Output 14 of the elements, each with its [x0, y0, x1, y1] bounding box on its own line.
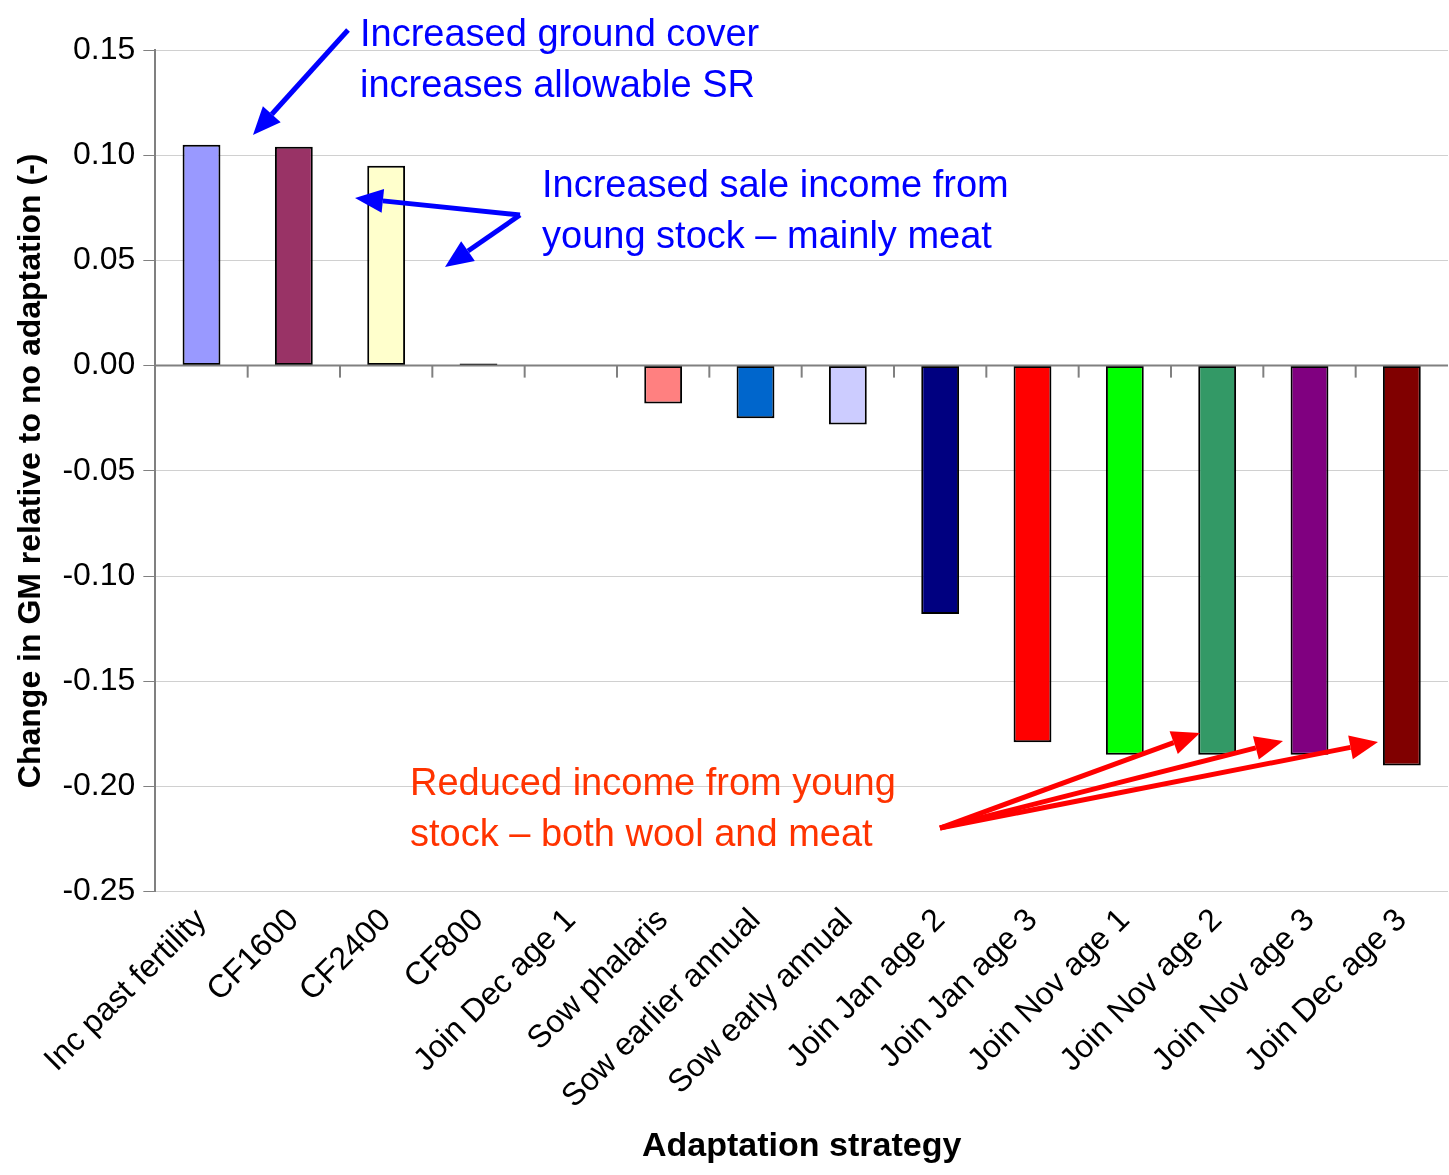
y-axis-title: Change in GM relative to no adaptation (-): [11, 153, 48, 789]
y-tick-label: -0.20: [62, 766, 136, 803]
y-tick-label: -0.05: [62, 450, 136, 487]
y-tick-label: -0.25: [62, 871, 136, 908]
y-tick-label: 0.00: [73, 345, 136, 382]
y-tick-label: 0.10: [73, 135, 136, 172]
x-axis-title: Adaptation strategy: [642, 1124, 962, 1163]
y-tick-label: 0.15: [73, 29, 136, 66]
annotation: Reduced income from young stock – both wool and meat: [410, 761, 896, 855]
y-tick-label: -0.15: [62, 661, 136, 698]
y-tick-label: -0.10: [62, 555, 136, 592]
y-tick-label: 0.05: [73, 240, 136, 277]
annotation: Increased ground cover increases allowable SR: [360, 12, 760, 106]
annotation: Increased sale income from young stock – mainly meat: [542, 163, 1009, 257]
